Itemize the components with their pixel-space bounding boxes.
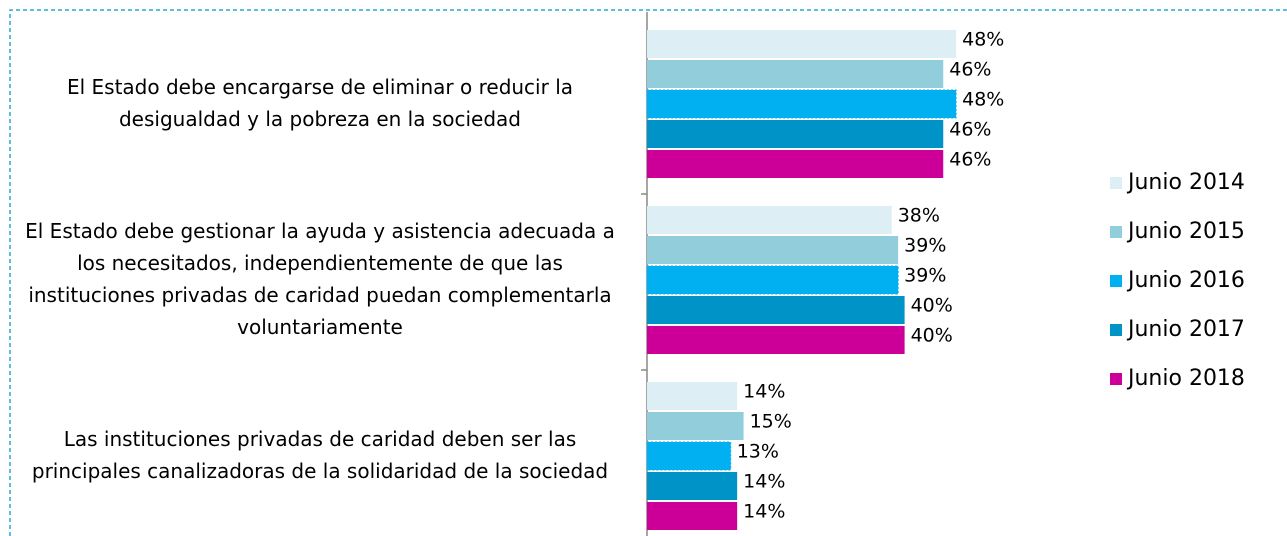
legend-label: Junio 2018	[1126, 366, 1245, 391]
value-label: 46%	[949, 59, 991, 81]
bar	[647, 206, 892, 234]
value-label: 14%	[743, 471, 785, 493]
legend-label: Junio 2015	[1126, 219, 1245, 244]
value-label: 46%	[949, 149, 991, 171]
legend-label: Junio 2016	[1126, 268, 1245, 293]
category-label: El Estado debe gestionar la ayuda y asis…	[25, 219, 615, 339]
value-label: 15%	[750, 411, 792, 433]
legend-swatch	[1110, 373, 1122, 385]
value-label: 14%	[743, 501, 785, 523]
bar	[646, 441, 732, 471]
value-label: 46%	[949, 119, 991, 141]
bar	[646, 89, 957, 119]
bar	[647, 150, 944, 178]
value-label: 38%	[898, 205, 940, 227]
value-label: 40%	[911, 295, 953, 317]
frame	[9, 9, 1287, 536]
category-label: El Estado debe encargarse de eliminar o …	[66, 75, 574, 131]
category-label: Las instituciones privadas de caridad de…	[31, 427, 609, 483]
bar	[647, 502, 738, 530]
value-label: 14%	[743, 381, 785, 403]
legend-label: Junio 2017	[1126, 317, 1245, 342]
legend-swatch	[1110, 324, 1122, 336]
bar	[647, 120, 944, 148]
value-label: 39%	[904, 235, 946, 257]
bar	[647, 296, 905, 324]
legend-swatch	[1110, 275, 1122, 287]
value-label: 48%	[962, 89, 1004, 111]
legend-swatch	[1110, 177, 1122, 189]
bar	[647, 412, 744, 440]
bar	[647, 30, 957, 58]
bar	[647, 60, 944, 88]
bar	[647, 236, 899, 264]
value-label: 48%	[962, 29, 1004, 51]
bar	[647, 382, 738, 410]
value-label: 39%	[904, 265, 946, 287]
bar	[646, 265, 899, 295]
value-label: 13%	[737, 441, 779, 463]
legend-label: Junio 2014	[1126, 170, 1245, 195]
bar	[647, 326, 905, 354]
bar	[647, 472, 738, 500]
value-label: 40%	[911, 325, 953, 347]
legend-swatch	[1110, 226, 1122, 238]
